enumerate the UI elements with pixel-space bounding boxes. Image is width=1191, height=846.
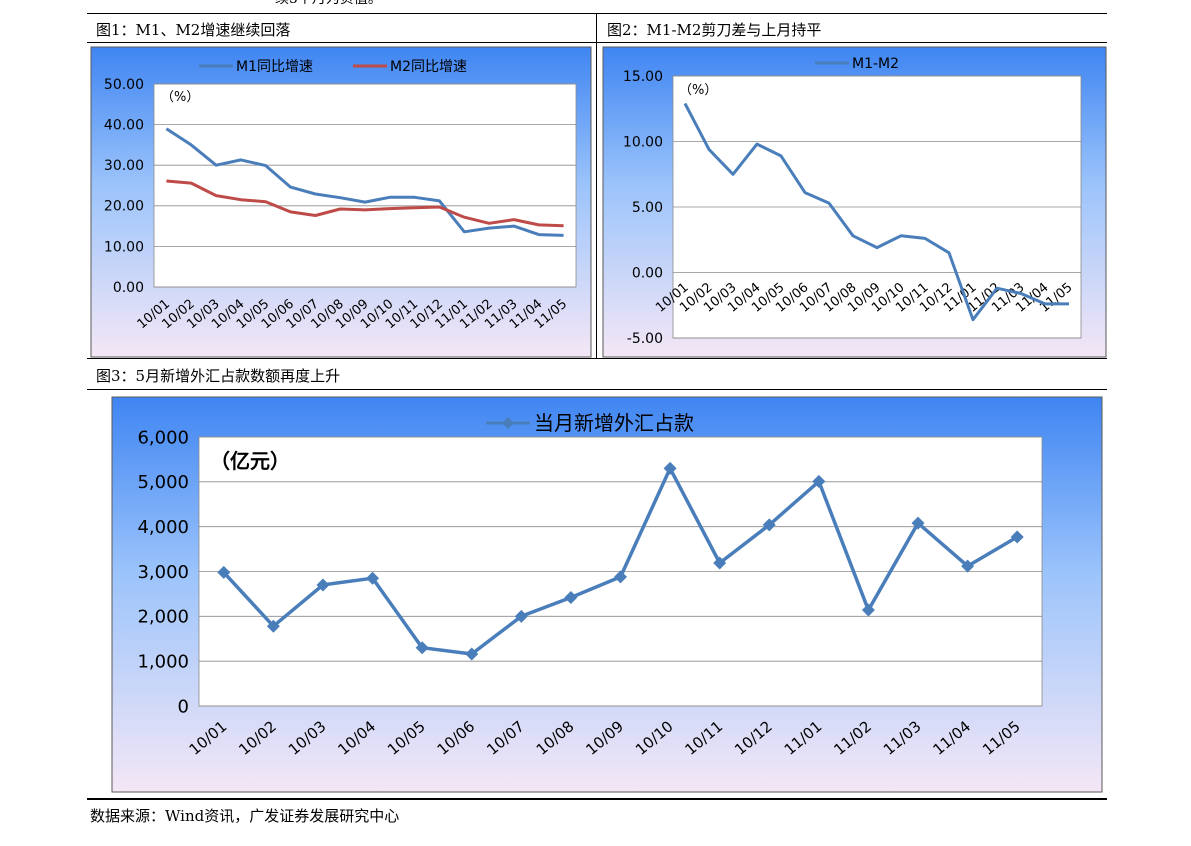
y-tick-label: 50.00 [104,77,144,93]
y-tick-label: 3,000 [137,562,189,583]
y-tick-label: 2,000 [137,607,189,628]
y-tick-label: 6,000 [137,427,189,448]
data-point-marker [217,565,231,579]
data-point-marker [812,474,826,488]
data-point-marker [465,647,479,661]
y-tick-label: 0 [178,696,189,717]
top-rule [87,13,1107,14]
figure1-caption: 图1：M1、M2增速继续回落 [96,21,291,39]
y-tick-label: 5.00 [632,200,663,216]
y-tick-label: 20.00 [104,199,144,215]
chart1-unit-label: （%） [161,90,199,105]
top-text-fragment: 续5个月为负值。 [275,0,382,9]
bottom-rule-thick [87,798,1107,800]
chart2-legend: M1-M2 [815,56,899,72]
y-tick-label: 4,000 [137,517,189,538]
y-tick-label: 1,000 [137,651,189,672]
caption-rule-row1 [87,42,1107,43]
chart3-unit-label: （亿元） [210,449,290,473]
data-point-marker [564,591,578,605]
data-point-marker [713,556,727,570]
y-tick-label: 10.00 [623,134,663,150]
chart1-legend: M1同比增速 M2同比增速 [199,59,467,75]
chart2-unit-label: （%） [679,83,717,98]
chart1-plot-area [153,83,577,288]
y-tick-label: 0.00 [113,280,144,296]
caption-rule-row2 [87,389,1107,390]
chart1-legend-m2: M2同比增速 [390,59,467,75]
y-tick-label: 30.00 [104,158,144,174]
chart3-legend-series: 当月新增外汇占款 [534,411,694,435]
series-line [166,179,564,228]
chart3-legend: 当月新增外汇占款 [486,411,694,435]
y-tick-label: 15.00 [623,69,663,85]
chart2-legend-m1-m2: M1-M2 [852,56,899,72]
data-point-marker [1010,530,1024,544]
figure2-caption: 图2：M1-M2剪刀差与上月持平 [607,21,822,39]
data-point-marker [366,571,380,585]
chart1-legend-m1: M1同比增速 [236,59,313,75]
y-tick-label: 0.00 [632,265,663,281]
row1-bottom-rule [87,358,1107,359]
data-point-marker [614,570,627,584]
data-point-marker [415,641,429,655]
data-point-marker [266,619,280,633]
data-point-marker [861,603,875,617]
data-point-marker [316,578,330,592]
data-point-marker [514,609,528,623]
panel-divider [596,13,597,359]
y-tick-label: 5,000 [137,472,189,493]
series-line [683,102,1069,322]
figure3-caption: 图3：5月新增外汇占款数额再度上升 [96,367,341,385]
data-point-marker [762,518,776,532]
data-point-marker [961,559,975,573]
data-point-marker [911,516,925,530]
y-tick-label: -5.00 [627,331,663,347]
series-line [165,127,564,237]
data-point-marker [663,461,677,475]
y-tick-label: 10.00 [104,239,144,255]
source-note: 数据来源：Wind资讯，广发证券发展研究中心 [90,807,400,825]
y-tick-label: 40.00 [104,118,144,134]
